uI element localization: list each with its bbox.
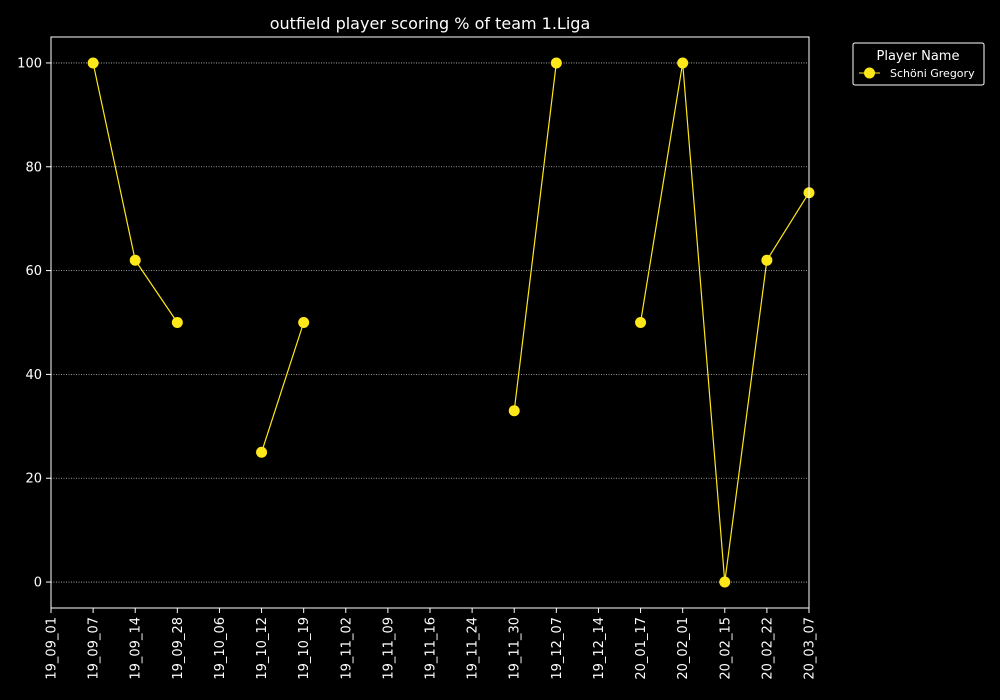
y-tick-label: 60 xyxy=(25,264,42,279)
y-tick-label: 40 xyxy=(25,368,42,383)
legend-entry-label: Schöni Gregory xyxy=(890,67,975,80)
x-tick-label: 19_11_02 xyxy=(339,617,354,680)
x-tick-label: 19_10_19 xyxy=(297,617,312,680)
legend-title: Player Name xyxy=(877,49,960,64)
legend: Player Name Schöni Gregory xyxy=(852,42,985,86)
legend-box xyxy=(852,42,985,86)
legend-marker xyxy=(864,67,875,79)
x-tick-label: 20_02_22 xyxy=(760,617,775,680)
x-tick-label: 19_09_01 xyxy=(45,617,60,680)
data-point xyxy=(677,57,689,69)
x-tick-label: 19_09_28 xyxy=(171,617,186,680)
series-line-segment xyxy=(260,322,305,453)
data-point xyxy=(171,317,183,328)
y-axis: 0 20 40 60 80 100 xyxy=(17,56,51,591)
data-point xyxy=(129,254,141,266)
x-tick-label: 20_01_17 xyxy=(634,617,649,680)
y-tick-label: 100 xyxy=(17,56,42,71)
data-point xyxy=(719,576,731,588)
x-tick-label: 19_11_30 xyxy=(508,617,523,680)
x-tick-label: 19_10_12 xyxy=(255,617,270,680)
x-tick-label: 20_02_01 xyxy=(676,617,691,680)
y-tick-label: 0 xyxy=(34,576,42,591)
series-line-segment xyxy=(513,62,557,411)
x-tick-label: 20_03_07 xyxy=(803,617,818,680)
x-tick-label: 19_10_06 xyxy=(213,617,228,680)
x-tick-label: 19_12_07 xyxy=(550,617,565,680)
x-tick-label: 19_09_14 xyxy=(129,617,144,680)
chart-title: outfield player scoring % of team 1.Liga xyxy=(270,14,591,33)
data-point xyxy=(635,317,647,328)
x-tick-label: 19_11_24 xyxy=(466,617,481,680)
data-point xyxy=(550,57,562,69)
y-tick-label: 80 xyxy=(25,160,42,175)
x-tick-label: 19_12_14 xyxy=(592,617,607,680)
x-axis: 19_09_01 19_09_07 19_09_14 19_09_28 19_10_06… xyxy=(45,608,818,680)
data-point xyxy=(87,57,99,69)
data-point xyxy=(508,405,520,417)
x-tick-label: 20_02_15 xyxy=(718,617,733,680)
y-tick-label: 20 xyxy=(25,472,42,487)
x-tick-label: 19_11_09 xyxy=(381,617,396,680)
x-tick-label: 19_09_07 xyxy=(87,617,102,680)
series-layer xyxy=(87,57,815,588)
data-point xyxy=(298,317,310,328)
x-tick-label: 19_11_16 xyxy=(424,617,439,680)
data-point xyxy=(256,446,268,458)
data-point xyxy=(761,254,773,266)
